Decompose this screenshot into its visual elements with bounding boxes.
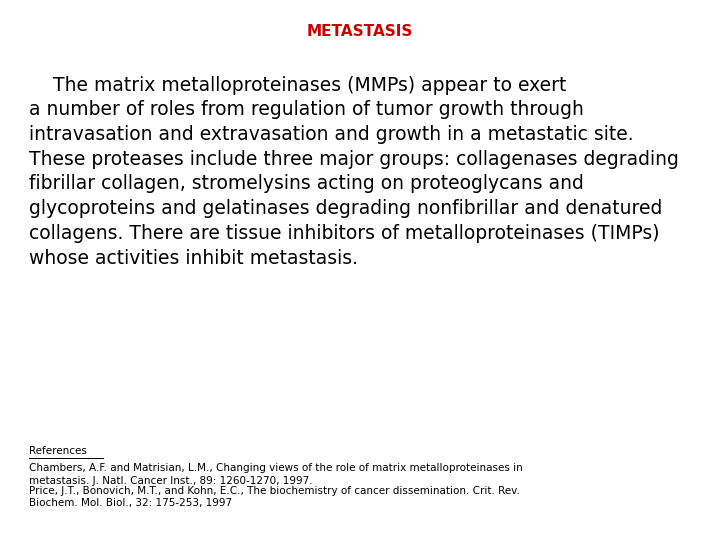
Text: METASTASIS: METASTASIS — [307, 24, 413, 39]
Text: Price, J.T., Bonovich, M.T., and Kohn, E.C., The biochemistry of cancer dissemin: Price, J.T., Bonovich, M.T., and Kohn, E… — [29, 486, 520, 508]
Text: The matrix metalloproteinases (MMPs) appear to exert
a number of roles from regu: The matrix metalloproteinases (MMPs) app… — [29, 76, 679, 267]
Text: References: References — [29, 446, 86, 456]
Text: Chambers, A.F. and Matrisian, L.M., Changing views of the role of matrix metallo: Chambers, A.F. and Matrisian, L.M., Chan… — [29, 463, 523, 485]
